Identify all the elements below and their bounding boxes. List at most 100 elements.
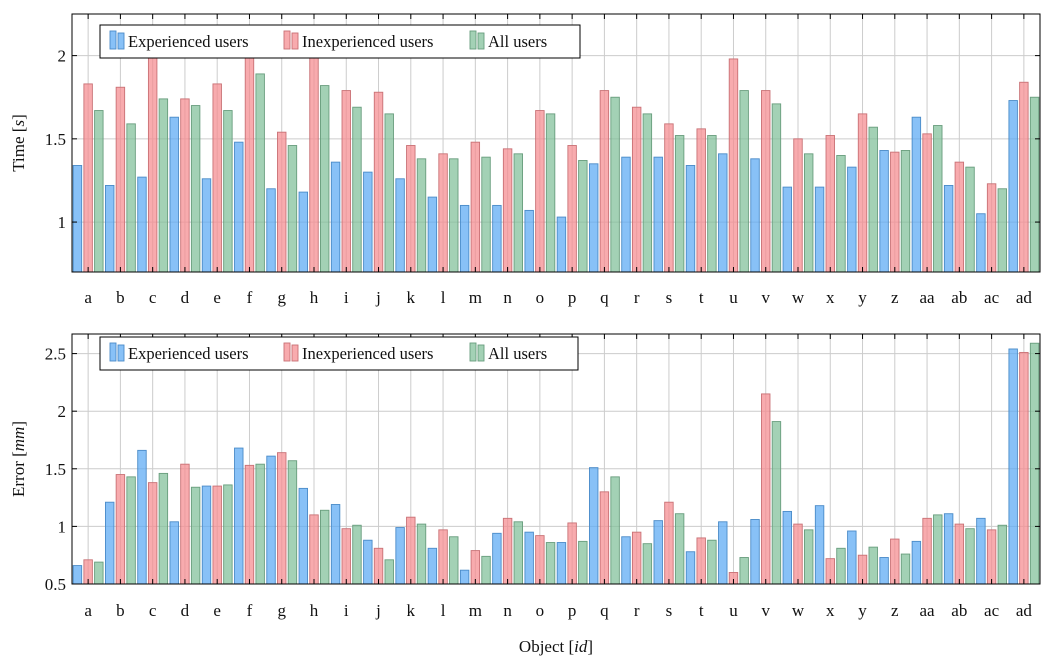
error-chart: 0.511.522.5a b c d e f g h i j k l m n o p q r s t u v w x y z aa a… <box>9 333 1041 656</box>
legend-label: Inexperienced users <box>302 32 433 51</box>
bar-all-users-i <box>352 524 362 585</box>
bar-inexperienced-users-t <box>696 128 706 273</box>
x-tick-label: s <box>666 288 673 307</box>
x-tick-label: z <box>891 288 899 307</box>
y-axis-label-part: ] <box>9 114 28 120</box>
bar-inexperienced-users-ad <box>1019 81 1029 273</box>
x-tick-label: ad <box>1016 288 1033 307</box>
bar-experienced-users-ac <box>976 517 986 585</box>
legend-label: Inexperienced users <box>302 344 433 363</box>
bar-all-users-z <box>900 150 911 273</box>
bar-inexperienced-users-q <box>599 90 610 273</box>
bar-all-users-o <box>545 542 556 585</box>
x-tick-label: w <box>792 601 805 620</box>
x-tick-label: t <box>699 601 704 620</box>
bar-inexperienced-users-z <box>890 151 900 273</box>
legend-swatch <box>469 30 477 50</box>
x-tick-label: ab <box>951 601 967 620</box>
bar-inexperienced-users-v <box>761 90 771 273</box>
x-tick-label: l <box>441 601 446 620</box>
bar-inexperienced-users-s <box>664 501 674 585</box>
bar-inexperienced-users-ab <box>954 523 965 585</box>
bar-inexperienced-users-r <box>631 531 642 585</box>
x-tick-label: ac <box>984 601 1000 620</box>
bar-all-users-t <box>707 539 717 585</box>
bar-all-users-j <box>384 113 394 273</box>
bar-all-users-b <box>126 476 136 585</box>
bar-inexperienced-users-o <box>535 110 545 273</box>
x-tick-label: y <box>858 288 867 307</box>
y-tick-label: 1 <box>58 213 67 232</box>
bar-all-users-ac <box>997 524 1007 585</box>
bar-experienced-users-i <box>330 504 341 585</box>
bar-all-users-x <box>836 155 846 273</box>
bar-experienced-users-i <box>330 161 341 273</box>
bar-experienced-users-ad <box>1008 100 1018 273</box>
bar-inexperienced-users-r <box>631 106 642 273</box>
y-tick-label: 1.5 <box>45 460 66 479</box>
bar-inexperienced-users-w <box>793 523 803 585</box>
y-axis-label-part: s <box>9 120 28 127</box>
bar-inexperienced-users-d <box>180 463 190 585</box>
x-tick-label: f <box>247 288 253 307</box>
bar-inexperienced-users-c <box>147 51 158 273</box>
bar-experienced-users-aa <box>911 540 922 585</box>
x-tick-label: b <box>116 601 125 620</box>
bar-inexperienced-users-i <box>341 528 351 585</box>
bar-experienced-users-h <box>298 487 308 585</box>
x-tick-label: f <box>247 601 253 620</box>
bar-experienced-users-j <box>363 539 373 585</box>
bar-inexperienced-users-a <box>83 83 93 273</box>
bar-all-users-g <box>287 460 298 585</box>
x-tick-label: q <box>600 601 609 620</box>
x-tick-label: p <box>568 288 577 307</box>
bar-inexperienced-users-n <box>502 517 513 585</box>
bar-all-users-o <box>545 113 556 273</box>
x-tick-label: z <box>891 601 899 620</box>
x-tick-label: v <box>761 288 770 307</box>
bar-inexperienced-users-g <box>277 452 287 585</box>
y-axis-label-part: mm <box>9 427 28 452</box>
bar-all-users-c <box>158 98 169 273</box>
bar-inexperienced-users-y <box>857 113 868 273</box>
bar-inexperienced-users-e <box>212 485 222 585</box>
bar-experienced-users-s <box>653 520 663 585</box>
legend-label: Experienced users <box>128 32 249 51</box>
legend-swatch <box>291 32 299 50</box>
bar-all-users-l <box>449 536 459 585</box>
legend-swatch <box>291 344 299 362</box>
bar-inexperienced-users-h <box>309 51 319 273</box>
bar-experienced-users-y <box>847 530 857 585</box>
bar-experienced-users-k <box>395 178 405 273</box>
bar-inexperienced-users-b <box>115 474 126 585</box>
bar-all-users-u <box>739 557 749 585</box>
bar-inexperienced-users-j <box>373 91 384 273</box>
bar-all-users-v <box>771 421 782 585</box>
x-tick-label: o <box>536 288 545 307</box>
bar-experienced-users-b <box>104 184 115 273</box>
y-axis-label-part: ] <box>9 421 28 427</box>
x-tick-label: m <box>469 601 482 620</box>
bar-experienced-users-r <box>621 156 631 273</box>
y-axis-label-part: Time [ <box>9 126 28 172</box>
bar-experienced-users-p <box>556 542 567 585</box>
bar-experienced-users-t <box>685 551 696 585</box>
bar-all-users-d <box>190 105 201 273</box>
bar-experienced-users-t <box>685 165 696 273</box>
bar-experienced-users-ac <box>976 213 986 273</box>
x-tick-label: i <box>344 601 349 620</box>
y-axis-label: Time [s] <box>9 114 28 172</box>
bar-inexperienced-users-o <box>535 535 545 585</box>
bar-inexperienced-users-c <box>147 482 158 585</box>
bar-experienced-users-r <box>621 536 631 585</box>
bar-inexperienced-users-z <box>890 538 900 585</box>
bar-inexperienced-users-ac <box>986 183 997 273</box>
bar-experienced-users-z <box>879 557 889 585</box>
bar-inexperienced-users-p <box>567 145 577 273</box>
legend: Experienced users Inexperienced users All … <box>99 24 581 59</box>
x-tick-label: h <box>310 601 319 620</box>
x-tick-label: u <box>729 601 738 620</box>
x-axis-label-part: Object [ <box>519 637 575 656</box>
x-tick-label: k <box>407 601 416 620</box>
bar-all-users-r <box>642 113 653 273</box>
